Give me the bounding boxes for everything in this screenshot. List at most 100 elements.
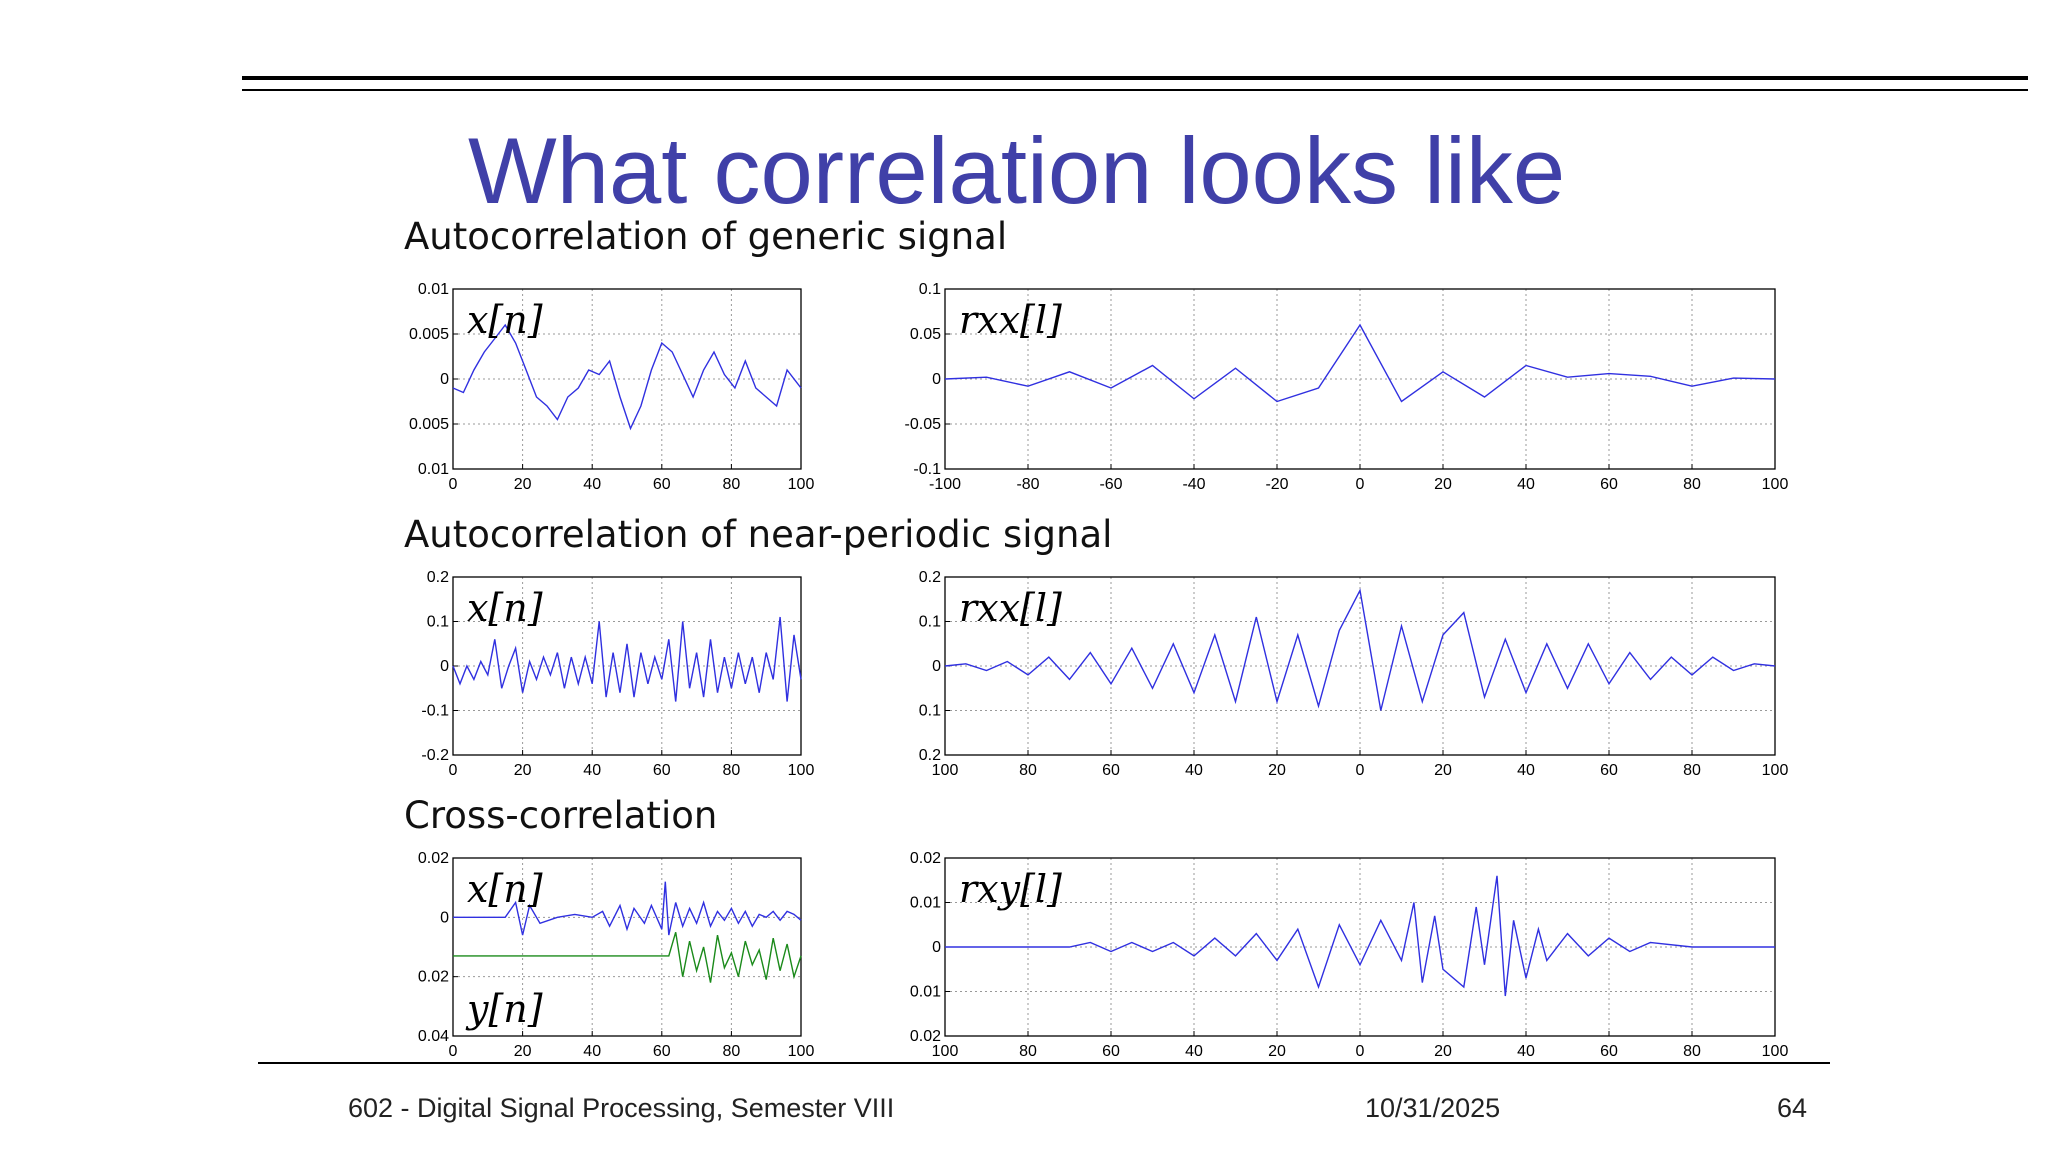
y-tick-label: 0.1	[427, 614, 449, 631]
section-label-generic: Autocorrelation of generic signal	[404, 215, 1008, 258]
footer-course: 602 - Digital Signal Processing, Semeste…	[348, 1093, 895, 1123]
x-tick-label: 20	[1434, 476, 1452, 493]
y-tick-label: 0.2	[427, 569, 449, 586]
section-label-cross: Cross-correlation	[404, 794, 718, 837]
y-tick-label: 0.02	[910, 850, 941, 867]
y-tick-label: 0	[932, 939, 941, 956]
y-tick-label: 0	[440, 658, 449, 675]
x-tick-label: 0	[1356, 1043, 1365, 1060]
x-tick-label: 40	[583, 1043, 601, 1060]
chart-1: -100 -80 -60 -40 -20 0 20 40 60 80 100 0.1 0.05 0 -0.0…	[905, 281, 1789, 493]
y-tick-label: 0.1	[919, 614, 941, 631]
x-tick-label: 100	[788, 476, 815, 493]
chart-3: 100 80 60 40 20 0 20 40 60 80 1000.20.100.10.2rxx[…	[919, 569, 1789, 779]
panel-label: x[n]	[467, 586, 543, 630]
x-tick-label: 20	[1268, 1043, 1286, 1060]
y-tick-label: 0.02	[910, 1028, 941, 1045]
y-tick-label: 0.01	[418, 461, 449, 478]
series-line-1	[453, 932, 802, 983]
panel-label: x[n]	[467, 298, 543, 342]
x-tick-label: 0	[449, 1043, 458, 1060]
x-tick-label: 0	[1356, 476, 1365, 493]
x-tick-label: 40	[583, 476, 601, 493]
chart-0: 0 20 40 60 80 100 0.01 0.005 0 0.005 0.01 x[n]	[409, 281, 814, 493]
x-tick-label: 60	[1600, 762, 1618, 779]
x-tick-label: -80	[1016, 476, 1039, 493]
x-tick-label: 0	[449, 476, 458, 493]
x-tick-label: 100	[1762, 476, 1789, 493]
x-tick-label: 0	[449, 762, 458, 779]
x-tick-label: 100	[788, 1043, 815, 1060]
x-tick-label: 80	[723, 476, 741, 493]
y-tick-label: 0.04	[418, 1028, 449, 1045]
x-tick-label: 20	[514, 1043, 532, 1060]
y-tick-label: 0	[440, 909, 449, 926]
y-tick-label: 0.2	[919, 747, 941, 764]
y-tick-label: -0.1	[913, 461, 941, 478]
plot-frame	[452, 857, 802, 1037]
x-tick-label: 20	[514, 476, 532, 493]
y-tick-label: 0.02	[418, 969, 449, 986]
y-tick-label: 0.1	[919, 703, 941, 720]
y-tick-label: 0.1	[919, 281, 941, 298]
x-tick-label: 40	[1517, 1043, 1535, 1060]
x-tick-label: 20	[1434, 762, 1452, 779]
x-tick-label: -20	[1265, 476, 1288, 493]
chart-5: 100 80 60 40 20 0 20 40 60 80 1000.020.0100.010.02…	[910, 850, 1789, 1060]
y-tick-label: 0	[932, 658, 941, 675]
x-tick-label: 40	[1517, 476, 1535, 493]
footer-date: 10/31/2025	[1365, 1093, 1501, 1123]
series-line-0	[944, 588, 1776, 711]
y-tick-label: 0.2	[919, 569, 941, 586]
series-line-0	[452, 616, 802, 702]
x-tick-label: 0	[1356, 762, 1365, 779]
x-tick-label: 80	[1683, 476, 1701, 493]
y-tick-label: 0	[440, 371, 449, 388]
x-tick-label: 80	[1683, 762, 1701, 779]
y-tick-label: -0.2	[421, 747, 449, 764]
x-tick-label: 40	[1185, 762, 1203, 779]
x-tick-label: -40	[1182, 476, 1205, 493]
x-tick-label: 60	[1102, 762, 1120, 779]
chart-2: 0 20 40 60 80 100 0.2 0.1 0 -0.1 -0.2 x[n]	[421, 569, 814, 779]
panel-label: x[n]	[467, 867, 543, 911]
series-line-0	[453, 881, 802, 936]
x-tick-label: 20	[514, 762, 532, 779]
x-tick-label: 60	[1102, 1043, 1120, 1060]
x-tick-label: -100	[929, 476, 961, 493]
x-tick-label: 80	[723, 1043, 741, 1060]
x-tick-label: 20	[1434, 1043, 1452, 1060]
y-tick-label: 0	[932, 371, 941, 388]
x-tick-label: 40	[1185, 1043, 1203, 1060]
x-tick-label: -60	[1099, 476, 1122, 493]
y-tick-label: 0.01	[910, 895, 941, 912]
x-tick-label: 60	[1600, 476, 1618, 493]
panel-label: rxx[l]	[959, 586, 1062, 630]
x-tick-label: 100	[788, 762, 815, 779]
y-tick-label: -0.1	[421, 703, 449, 720]
y-tick-label: 0.05	[910, 326, 941, 343]
footer-rule	[258, 1062, 1830, 1064]
panel-label: rxy[l]	[959, 867, 1062, 911]
series-line-0	[944, 323, 1776, 403]
series-line-0	[945, 875, 1775, 997]
x-tick-label: 100	[1762, 762, 1789, 779]
x-tick-label: 60	[653, 762, 671, 779]
header-rule-thin	[242, 89, 2028, 91]
y-tick-label: 0.01	[418, 281, 449, 298]
x-tick-label: 100	[932, 1043, 959, 1060]
series-line-0	[452, 323, 802, 431]
x-tick-label: 60	[653, 476, 671, 493]
x-tick-label: 80	[1019, 1043, 1037, 1060]
panel-label: y[n]	[465, 987, 543, 1031]
y-tick-label: -0.05	[905, 416, 942, 433]
x-tick-label: 60	[653, 1043, 671, 1060]
x-tick-label: 80	[723, 762, 741, 779]
x-tick-label: 80	[1019, 762, 1037, 779]
x-tick-label: 80	[1683, 1043, 1701, 1060]
chart-4: 0 20 40 60 80 100 0.02 0 0.02 0.04 x[n] y[n]	[418, 850, 815, 1060]
header-rule-thick	[242, 76, 2028, 80]
y-tick-label: 0.005	[409, 416, 449, 433]
x-tick-label: 60	[1600, 1043, 1618, 1060]
